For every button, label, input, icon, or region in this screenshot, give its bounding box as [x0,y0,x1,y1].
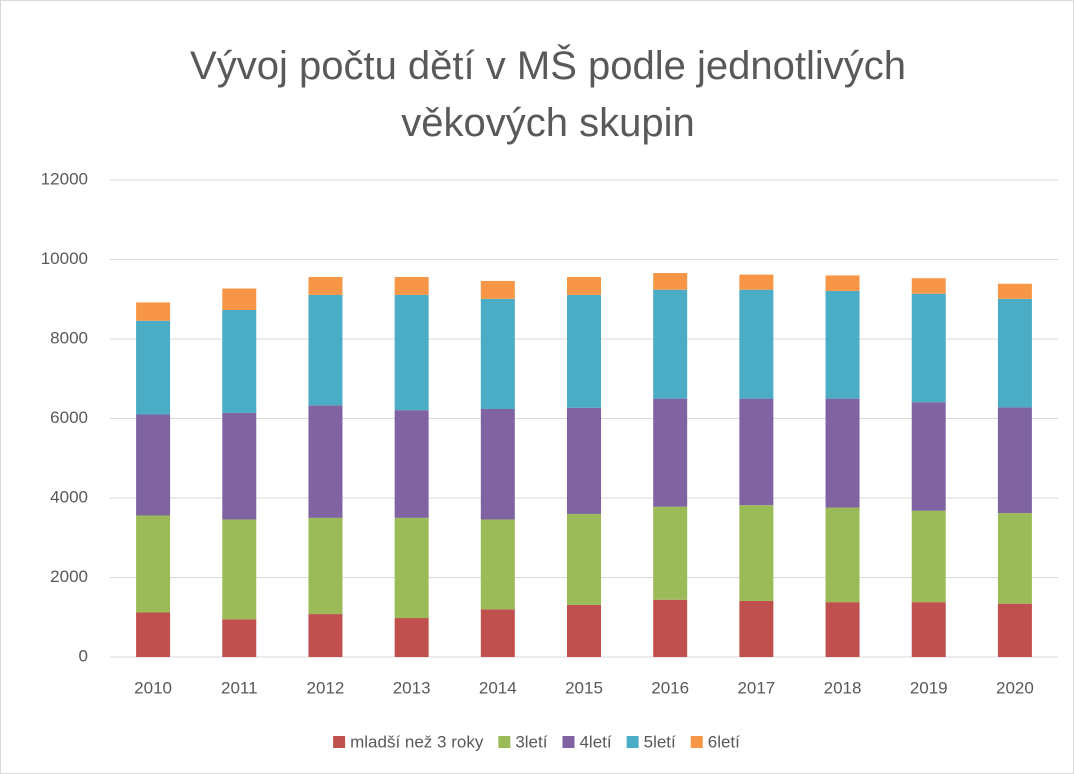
bar-segment [911,278,946,294]
legend-label: 3letí [515,732,547,751]
bar-segment [222,519,257,620]
legend-label: 4letí [579,732,611,751]
bar-segment [222,619,257,657]
bar-segment [394,618,429,657]
bar-segment [911,293,946,403]
bar-segment [739,600,774,657]
x-tick-label: 2015 [565,678,603,697]
chart-title: Vývoj počtu dětí v MŠ podle jednotlivých… [190,44,906,145]
y-tick-label: 12000 [41,169,88,188]
bar-segment [911,402,946,511]
bar-segment [653,506,688,600]
bar-segment [308,614,343,657]
bar-segment [997,513,1032,604]
bar-segment [222,412,257,520]
bar-segment [222,288,257,310]
bar-segment [308,276,343,295]
bar-segment [653,398,688,507]
x-tick-label: 2013 [393,678,431,697]
bar-segment [567,513,601,605]
y-tick-label: 2000 [50,567,88,586]
x-tick-label: 2017 [737,678,775,697]
x-tick-label: 2018 [824,678,862,697]
bar-segment [136,302,171,321]
legend-label: mladší než 3 roky [350,732,484,751]
bar-segment [308,294,343,406]
bar-segment [394,517,429,619]
bar-segment [567,276,601,295]
y-tick-label: 8000 [50,328,88,347]
bar-segment [136,414,171,516]
bar-segment [911,602,946,657]
bar-segment [480,609,515,657]
x-tick-label: 2012 [307,678,345,697]
legend-swatch [562,736,575,748]
legend-label: 5letí [644,732,676,751]
legend-label: 6letí [708,732,740,751]
y-tick-label: 10000 [41,249,88,268]
bar-segment [567,407,601,514]
bar-segment [567,294,601,408]
bar-segment [739,398,774,506]
x-tick-label: 2011 [221,678,258,697]
bar-segment [480,280,515,299]
bar-segment [739,289,774,399]
bar-segment [653,289,688,399]
bar-segment [825,290,860,399]
bar-segment [911,510,946,603]
legend-swatch [626,736,639,748]
y-tick-label: 4000 [50,487,88,506]
bar-segment [394,410,429,518]
bar-segment [136,612,171,657]
bar-segment [394,294,429,411]
bar-segment [997,407,1032,514]
bar-segment [394,276,429,295]
bar-segment [739,505,774,601]
bar-segment [136,515,171,613]
bar-segment [480,408,515,520]
bar-segment [136,320,171,415]
x-tick-label: 2020 [996,678,1034,697]
bar-segment [825,507,860,603]
y-tick-label: 0 [79,646,88,665]
bar-segment [739,274,774,290]
y-tick-label: 6000 [50,408,88,427]
bar-segment [308,517,343,615]
x-tick-label: 2016 [651,678,689,697]
legend-swatch [498,736,511,748]
bar-segment [825,398,860,508]
bar-segment [567,604,601,657]
x-tick-label: 2014 [479,678,517,697]
bar-segment [997,283,1032,299]
bar-segment [480,519,515,610]
legend-swatch [333,736,346,748]
legend-swatch [690,736,703,748]
bar-segment [997,603,1032,657]
bar-segment [997,298,1032,408]
bar-segment [222,309,257,413]
bar-segment [308,405,343,518]
bar-segment [653,273,688,290]
bar-segment [825,275,860,291]
x-tick-label: 2010 [134,678,172,697]
bar-segment [825,602,860,657]
bar-segment [653,599,688,657]
x-tick-label: 2019 [910,678,948,697]
bar-segment [480,298,515,409]
